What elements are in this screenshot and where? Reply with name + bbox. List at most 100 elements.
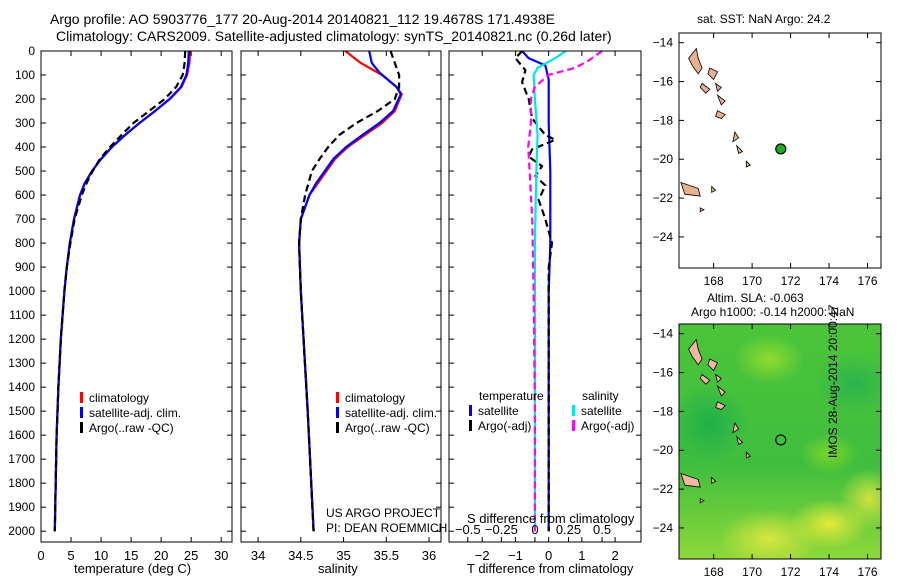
lat-tick-label: −16 (653, 366, 674, 380)
legend-label: climatology (345, 391, 406, 405)
lon-tick-label: 176 (858, 565, 878, 579)
x-tick-label: 34.5 (288, 548, 313, 563)
sst-map-title: sat. SST: NaN Argo: 24.2 (697, 12, 831, 26)
lon-tick-label: 174 (819, 565, 839, 579)
y-tick-label: 0 (28, 44, 35, 58)
series-line-climatology (53, 50, 192, 532)
legend-swatch-black (80, 422, 83, 433)
y-tick-label: 1300 (8, 356, 35, 370)
legend-item-argo: Argo(..raw -QC) (80, 421, 181, 436)
lat-tick-label: −20 (653, 152, 674, 166)
legend-swatch-blue (469, 405, 472, 416)
x2-tick-label: 0.25 (556, 522, 581, 537)
y-tick-label: 500 (15, 164, 35, 178)
legend-item-climatology: climatology (80, 391, 181, 406)
salinity-xlabel: salinity (318, 561, 358, 576)
lon-tick-label: 170 (742, 274, 762, 288)
legend-item-t-satellite: satellite (469, 404, 544, 419)
legend-item-argo: Argo(..raw -QC) (336, 421, 437, 436)
x-tick-label: 20 (154, 548, 168, 563)
island (716, 93, 726, 106)
island (735, 144, 744, 154)
lat-tick-label: −24 (653, 230, 674, 244)
legend-swatch-red (336, 392, 339, 403)
y-tick-label: 800 (15, 236, 35, 250)
temperature-axes-box (40, 50, 233, 543)
lat-tick-label: −16 (653, 75, 674, 89)
legend-label: satellite (478, 404, 519, 418)
legend-swatch-black (469, 420, 472, 431)
x2-tick-label: 0.5 (593, 522, 611, 537)
temperature-xlabel: temperature (deg C) (74, 561, 192, 576)
figure-title-line2: Climatology: CARS2009. Satellite-adjuste… (56, 28, 612, 44)
y-tick-label: 1400 (8, 380, 35, 394)
y-tick-label: 600 (15, 188, 35, 202)
island (732, 130, 740, 143)
sdiff-legend: salinity satellite Argo(-adj) (572, 389, 634, 434)
legend-label: Argo(..raw -QC) (345, 421, 430, 435)
temperature-panel (40, 50, 233, 543)
legend-item-t-argo: Argo(-adj) (469, 419, 544, 434)
lat-tick-label: −18 (653, 113, 674, 127)
island (716, 384, 726, 397)
legend-heading-temperature: temperature (479, 389, 544, 403)
lon-tick-label: 176 (858, 274, 878, 288)
lat-tick-label: −22 (653, 191, 674, 205)
series-line-satellite-adj-clim- (297, 50, 403, 532)
y-tick-label: 100 (15, 68, 35, 82)
island (714, 82, 722, 93)
lat-tick-label: −20 (653, 443, 674, 457)
island (699, 82, 711, 94)
island (688, 338, 703, 366)
legend-swatch-cyan (572, 405, 575, 416)
salinity-legend: climatology satellite-adj. clim. Argo(..… (336, 391, 437, 436)
island (732, 421, 740, 434)
y-tick-label: 1900 (8, 500, 35, 514)
x-tick-label: 25 (184, 548, 198, 563)
legend-item-climatology: climatology (336, 391, 437, 406)
x-tick-label: 15 (124, 548, 138, 563)
x-tick-label: 0 (37, 548, 44, 563)
y-tick-label: 1700 (8, 452, 35, 466)
y-tick-label: 700 (15, 212, 35, 226)
series-line-salinity-satellite (532, 50, 567, 532)
island (680, 472, 701, 488)
x-tick-label: 1 (578, 548, 585, 563)
legend-label: satellite (581, 404, 622, 418)
y-tick-label: 1800 (8, 476, 35, 490)
legend-item-satellite: satellite-adj. clim. (336, 406, 437, 421)
island (699, 207, 705, 213)
lon-tick-label: 172 (781, 565, 801, 579)
x-tick-label: 2 (611, 548, 618, 563)
legend-label: Argo(-adj) (478, 419, 532, 433)
y-tick-label: 300 (15, 116, 35, 130)
sla_map-panel (678, 323, 882, 560)
x-tick-label: 36 (422, 548, 436, 563)
series-line-argo-raw-qc- (297, 50, 401, 532)
credit-project: US ARGO PROJECT (326, 506, 441, 520)
island (707, 67, 719, 81)
argo-float-marker (775, 143, 787, 155)
x-tick-label: 5 (67, 548, 74, 563)
temperature-legend: climatology satellite-adj. clim. Argo(..… (80, 391, 181, 436)
lon-tick-label: 168 (704, 565, 724, 579)
x-tick-label: 10 (94, 548, 108, 563)
legend-swatch-blue (336, 407, 339, 418)
sdiff-xlabel: S difference from climatology (467, 511, 635, 526)
x-tick-label: −2 (475, 548, 490, 563)
sla-map-title-line2: Argo h1000: -0.14 h2000: NaN (691, 305, 855, 319)
x2-tick-label: −0.5 (455, 522, 481, 537)
island (688, 47, 703, 75)
y-tick-label: 1500 (8, 404, 35, 418)
series-line-climatology (297, 50, 403, 532)
island (735, 435, 744, 445)
y-tick-label: 1600 (8, 428, 35, 442)
y-tick-label: 900 (15, 260, 35, 274)
island (715, 401, 726, 410)
legend-item-satellite: satellite-adj. clim. (80, 406, 181, 421)
island (711, 185, 717, 193)
island (715, 110, 726, 119)
imos-timestamp: IMOS 28-Aug-2014 20:00:47 (826, 304, 840, 458)
